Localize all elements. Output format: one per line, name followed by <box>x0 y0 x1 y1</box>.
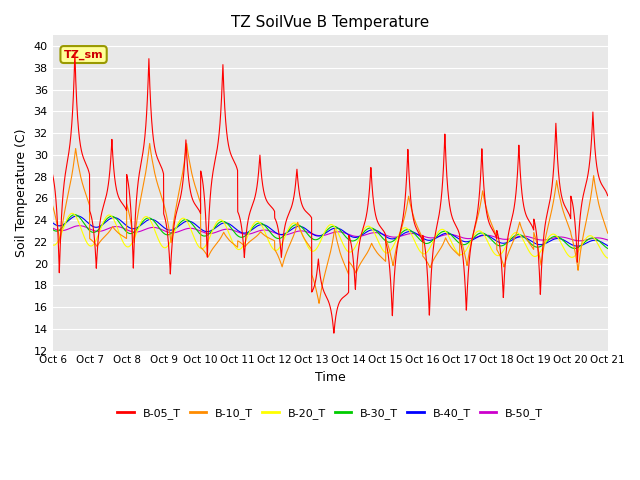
B-40_T <box>573 243 581 249</box>
B-20_T <box>204 239 212 245</box>
B-10_T <box>604 230 611 236</box>
B-10_T <box>168 234 175 240</box>
B-30_T <box>604 246 612 252</box>
B-40_T <box>385 235 392 241</box>
B-10_T <box>385 244 392 250</box>
B-20_T <box>49 242 56 248</box>
B-20_T <box>604 255 612 261</box>
B-40_T <box>551 236 559 242</box>
B-50_T <box>394 234 402 240</box>
X-axis label: Time: Time <box>315 371 346 384</box>
B-40_T <box>604 243 612 249</box>
B-40_T <box>204 229 212 235</box>
B-05_T <box>168 246 175 252</box>
B-05_T <box>604 193 612 199</box>
B-10_T <box>394 238 402 243</box>
B-30_T <box>394 234 402 240</box>
Line: B-10_T: B-10_T <box>52 144 608 303</box>
B-05_T <box>604 192 611 198</box>
Line: B-30_T: B-30_T <box>52 215 608 249</box>
B-05_T <box>394 239 402 244</box>
B-50_T <box>385 233 392 239</box>
B-30_T <box>204 232 212 238</box>
B-50_T <box>49 225 56 231</box>
B-40_T <box>168 227 175 233</box>
B-20_T <box>385 250 392 255</box>
B-30_T <box>168 230 175 236</box>
B-20_T <box>551 232 559 238</box>
Title: TZ SoilVue B Temperature: TZ SoilVue B Temperature <box>231 15 429 30</box>
Text: TZ_sm: TZ_sm <box>64 49 104 60</box>
Line: B-05_T: B-05_T <box>52 53 608 333</box>
B-20_T <box>68 211 76 216</box>
B-05_T <box>552 136 559 142</box>
Line: B-40_T: B-40_T <box>52 216 608 246</box>
B-30_T <box>71 212 79 217</box>
B-20_T <box>394 233 402 239</box>
B-05_T <box>49 172 56 178</box>
B-40_T <box>604 243 611 249</box>
B-05_T <box>385 254 392 260</box>
B-50_T <box>551 235 559 240</box>
B-05_T <box>71 50 79 56</box>
B-10_T <box>146 141 154 146</box>
Legend: B-05_T, B-10_T, B-20_T, B-30_T, B-40_T, B-50_T: B-05_T, B-10_T, B-20_T, B-30_T, B-40_T, … <box>113 404 548 423</box>
Line: B-20_T: B-20_T <box>52 214 608 258</box>
B-20_T <box>604 255 611 261</box>
B-20_T <box>168 236 175 241</box>
B-50_T <box>604 237 612 243</box>
B-10_T <box>604 230 612 236</box>
B-50_T <box>76 223 83 228</box>
B-50_T <box>576 238 584 244</box>
B-10_T <box>315 300 323 306</box>
B-10_T <box>552 188 559 193</box>
B-10_T <box>204 254 212 260</box>
B-40_T <box>394 234 402 240</box>
Line: B-50_T: B-50_T <box>52 226 608 241</box>
B-05_T <box>330 330 338 336</box>
B-40_T <box>49 220 56 226</box>
Y-axis label: Soil Temperature (C): Soil Temperature (C) <box>15 129 28 257</box>
B-10_T <box>49 203 56 209</box>
B-30_T <box>385 239 392 245</box>
B-50_T <box>604 237 611 243</box>
B-05_T <box>204 240 212 246</box>
B-50_T <box>204 230 212 236</box>
B-30_T <box>49 227 56 232</box>
B-30_T <box>604 245 611 251</box>
B-50_T <box>168 230 175 236</box>
B-40_T <box>74 213 81 219</box>
B-30_T <box>551 233 559 239</box>
